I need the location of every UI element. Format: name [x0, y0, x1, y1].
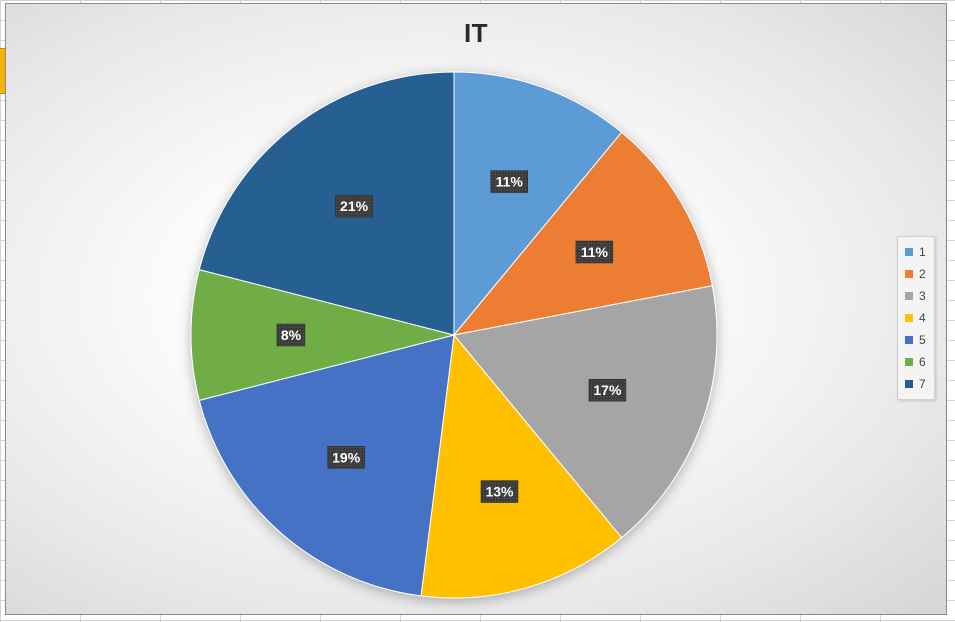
legend-swatch: [905, 336, 913, 344]
data-label-text: 19%: [332, 449, 361, 465]
data-label-1[interactable]: 11%: [491, 171, 528, 193]
legend-swatch: [905, 292, 913, 300]
legend-label: 6: [919, 355, 926, 369]
data-label-5[interactable]: 19%: [328, 446, 365, 468]
legend-label: 2: [919, 267, 926, 281]
legend-item-6[interactable]: 6: [898, 351, 934, 373]
legend-label: 4: [919, 311, 926, 325]
data-label-text: 8%: [281, 327, 302, 343]
legend-label: 5: [919, 333, 926, 347]
data-label-4[interactable]: 13%: [481, 481, 518, 503]
data-label-text: 11%: [581, 244, 609, 260]
legend-label: 7: [919, 377, 926, 391]
legend-label: 3: [919, 289, 926, 303]
legend-swatch: [905, 358, 913, 366]
legend-label: 1: [919, 245, 926, 259]
legend-item-5[interactable]: 5: [898, 329, 934, 351]
legend-item-1[interactable]: 1: [898, 241, 934, 263]
data-label-2[interactable]: 11%: [576, 241, 613, 263]
data-label-text: 17%: [593, 382, 622, 398]
legend-item-2[interactable]: 2: [898, 263, 934, 285]
data-label-text: 13%: [485, 484, 514, 500]
data-label-7[interactable]: 21%: [336, 195, 373, 217]
data-label-3[interactable]: 17%: [589, 379, 626, 401]
legend-swatch: [905, 270, 913, 278]
legend-item-7[interactable]: 7: [898, 373, 934, 395]
legend-item-4[interactable]: 4: [898, 307, 934, 329]
data-label-6[interactable]: 8%: [277, 324, 305, 346]
chart-legend[interactable]: 1 2 3 4 5 6 7: [897, 236, 935, 400]
legend-swatch: [905, 314, 913, 322]
legend-item-3[interactable]: 3: [898, 285, 934, 307]
legend-swatch: [905, 248, 913, 256]
data-label-text: 21%: [340, 198, 369, 214]
legend-swatch: [905, 380, 913, 388]
data-label-text: 11%: [496, 174, 524, 190]
